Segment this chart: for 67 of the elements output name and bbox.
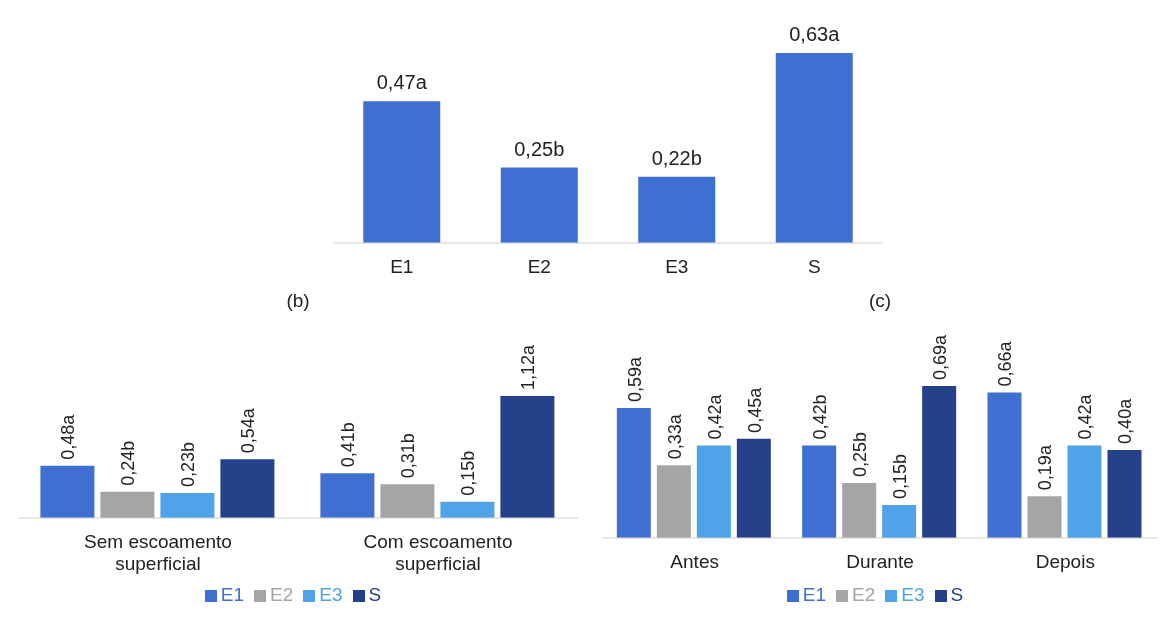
bar xyxy=(320,473,375,518)
bar xyxy=(638,176,716,243)
bar xyxy=(100,491,155,518)
data-label: 0,42a xyxy=(1075,393,1096,440)
data-label: 0,22b xyxy=(651,146,702,169)
data-label: 0,42b xyxy=(810,394,831,440)
data-label: 0,40a xyxy=(1115,397,1136,444)
bar xyxy=(616,408,651,538)
bar xyxy=(440,501,495,518)
chart-title: (b) xyxy=(285,290,311,313)
legend-label: E1 xyxy=(220,584,245,605)
bar xyxy=(802,445,837,538)
data-label: 0,66a xyxy=(995,340,1016,387)
bar xyxy=(922,386,957,538)
bar xyxy=(842,482,877,538)
data-label: 0,48a xyxy=(58,413,79,460)
bar xyxy=(987,392,1022,538)
legend-label: E1 xyxy=(802,584,827,605)
x-tick-label: Antes xyxy=(670,551,719,572)
bar xyxy=(696,445,731,538)
data-label: 0,25b xyxy=(850,431,871,477)
x-tick-label: Durante xyxy=(846,551,914,572)
bar xyxy=(1027,496,1062,538)
legend-label: E3 xyxy=(901,584,925,605)
bar xyxy=(656,465,691,538)
x-tick-label: Com escoamento superficial xyxy=(363,531,513,574)
legend-label: S xyxy=(368,584,382,605)
data-label: 0,33a xyxy=(664,413,685,460)
bar xyxy=(363,101,441,243)
chart-title: (c) xyxy=(867,290,893,313)
legend-label: S xyxy=(950,584,964,605)
bar xyxy=(40,465,95,518)
x-tick-label: S xyxy=(807,256,821,277)
bar xyxy=(1067,445,1102,538)
x-tick-label: E3 xyxy=(665,256,689,277)
data-label: 0,45a xyxy=(744,386,765,433)
bar xyxy=(736,438,771,538)
legend-label: E2 xyxy=(270,584,294,605)
legend-label: E2 xyxy=(852,584,876,605)
data-label: 0,24b xyxy=(118,440,139,486)
data-label: 0,15b xyxy=(458,450,479,496)
data-label: 0,15b xyxy=(890,453,911,499)
data-label: 0,41b xyxy=(338,422,359,468)
data-label: 0,19a xyxy=(1035,444,1056,491)
x-tick-label: Depois xyxy=(1035,551,1095,572)
bar xyxy=(160,492,215,518)
bar xyxy=(882,504,917,538)
data-label: 0,59a xyxy=(624,356,645,403)
data-label: 0,69a xyxy=(930,333,951,380)
legend-label: E3 xyxy=(319,584,343,605)
data-label: 0,54a xyxy=(238,407,259,454)
data-label: 0,47a xyxy=(376,71,428,94)
data-label: 0,42a xyxy=(704,393,725,440)
data-label: 1,12a xyxy=(518,343,539,390)
bar xyxy=(220,459,275,518)
bar xyxy=(775,53,853,243)
x-tick-label: E1 xyxy=(390,256,414,277)
bar xyxy=(1107,449,1142,538)
bar xyxy=(380,484,435,518)
data-label: 0,63a xyxy=(789,23,841,45)
data-label: 0,25b xyxy=(514,137,565,160)
bar xyxy=(500,167,578,243)
bar xyxy=(500,396,555,518)
data-label: 0,23b xyxy=(178,441,199,487)
x-tick-label: E2 xyxy=(527,256,551,277)
data-label: 0,31b xyxy=(398,433,419,479)
x-tick-label: Sem escoamento superficial xyxy=(84,531,232,574)
